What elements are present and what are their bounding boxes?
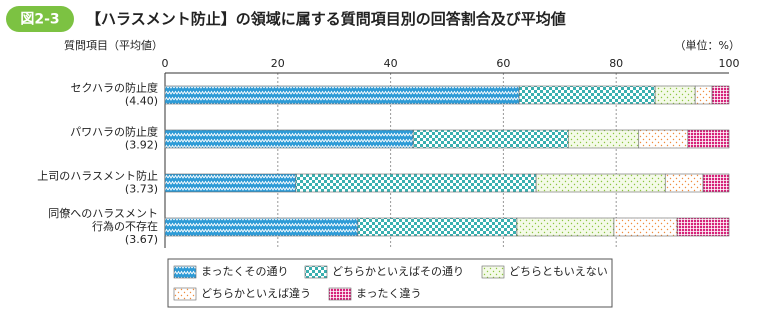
legend-label: どちらともいえない xyxy=(509,265,608,278)
category-label: 行為の不存在 xyxy=(92,219,158,233)
average-label: (4.40) xyxy=(125,95,158,108)
bar-segment xyxy=(694,85,713,105)
x-tick-label: 60 xyxy=(496,57,510,70)
chart-title: 【ハラスメント防止】の領域に属する質問項目別の回答割合及び平均値 xyxy=(86,10,566,28)
bar-segment xyxy=(295,173,537,193)
legend-swatch xyxy=(328,287,352,301)
category-label: セクハラの防止度 xyxy=(71,81,158,95)
y-axis-label: 質問項目（平均値） xyxy=(64,38,163,52)
x-tick-label: 20 xyxy=(271,57,285,70)
bar-segment xyxy=(702,173,730,193)
legend-swatch xyxy=(481,265,505,279)
bar-segment xyxy=(164,129,414,149)
bar-segment xyxy=(412,129,569,149)
average-label: (3.73) xyxy=(125,183,158,196)
bar-segment xyxy=(357,217,518,237)
average-label: (3.67) xyxy=(125,233,158,246)
legend-label: どちらかといえばその通り xyxy=(332,265,464,278)
bar-segment xyxy=(164,217,359,237)
bar-segment xyxy=(164,85,520,105)
legend-swatch xyxy=(173,287,197,301)
unit-label: （単位：%） xyxy=(675,38,740,52)
bar-segment xyxy=(654,85,696,105)
category-label: 同僚へのハラスメント xyxy=(48,207,158,220)
legend-swatch xyxy=(173,265,197,279)
bar-segment xyxy=(676,217,730,237)
bar-segment xyxy=(567,129,640,149)
category-label: パワハラの防止度 xyxy=(70,125,158,139)
average-label: (3.92) xyxy=(125,139,158,152)
legend-label: まったくその通り xyxy=(201,265,289,278)
x-tick-label: 100 xyxy=(719,57,740,70)
bar-segment xyxy=(613,217,678,237)
x-tick-label: 0 xyxy=(162,57,169,70)
x-tick-label: 80 xyxy=(609,57,623,70)
bar-segment xyxy=(687,129,730,149)
figure-number: 図2-3 xyxy=(20,12,59,28)
bar-segment xyxy=(664,173,704,193)
legend-label: どちらかといえば違う xyxy=(201,287,311,300)
bar-segment xyxy=(518,85,656,105)
category-label: 上司のハラスメント防止 xyxy=(37,169,158,183)
bar-segment xyxy=(164,173,297,193)
bar-segment xyxy=(535,173,666,193)
legend-label: まったく違う xyxy=(356,287,422,300)
bar-segment xyxy=(638,129,689,149)
legend-box xyxy=(167,258,613,308)
legend-swatch xyxy=(304,265,328,279)
x-tick-label: 40 xyxy=(384,57,398,70)
figure-badge xyxy=(6,6,74,32)
bar-segment xyxy=(711,85,730,105)
bar-segment xyxy=(516,217,615,237)
